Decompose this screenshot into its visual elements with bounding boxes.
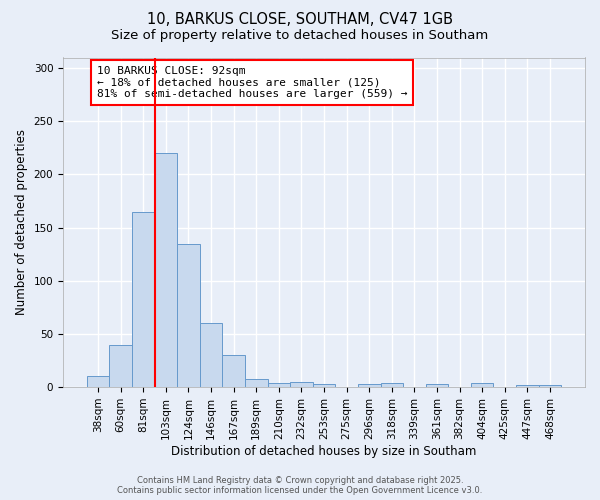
X-axis label: Distribution of detached houses by size in Southam: Distribution of detached houses by size … [172, 444, 477, 458]
Bar [380, 383, 403, 387]
Bar [539, 385, 561, 387]
Bar [200, 324, 223, 387]
Bar [87, 376, 109, 387]
Bar [425, 384, 448, 387]
Bar [290, 382, 313, 387]
Text: 10 BARKUS CLOSE: 92sqm
← 18% of detached houses are smaller (125)
81% of semi-de: 10 BARKUS CLOSE: 92sqm ← 18% of detached… [97, 66, 407, 99]
Text: Contains HM Land Registry data © Crown copyright and database right 2025.
Contai: Contains HM Land Registry data © Crown c… [118, 476, 482, 495]
Bar [132, 212, 155, 387]
Bar [109, 344, 132, 387]
Bar [245, 378, 268, 387]
Bar [177, 244, 200, 387]
Bar [268, 383, 290, 387]
Bar [223, 355, 245, 387]
Bar [155, 153, 177, 387]
Bar [358, 384, 380, 387]
Text: 10, BARKUS CLOSE, SOUTHAM, CV47 1GB: 10, BARKUS CLOSE, SOUTHAM, CV47 1GB [147, 12, 453, 28]
Bar [313, 384, 335, 387]
Text: Size of property relative to detached houses in Southam: Size of property relative to detached ho… [112, 29, 488, 42]
Bar [471, 383, 493, 387]
Y-axis label: Number of detached properties: Number of detached properties [15, 130, 28, 316]
Bar [516, 385, 539, 387]
